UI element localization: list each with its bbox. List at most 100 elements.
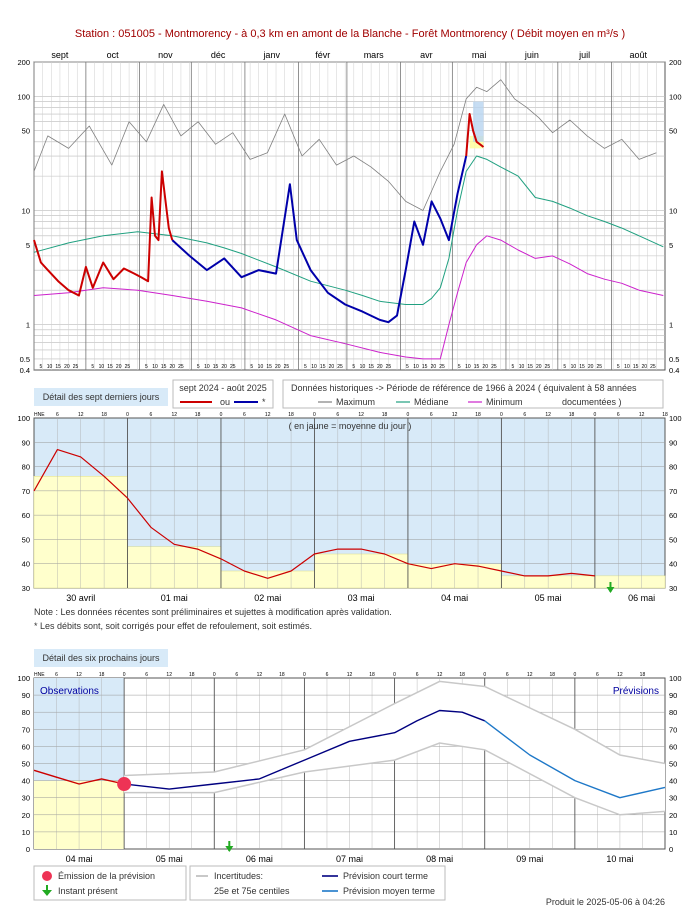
legend-maximum: Maximum bbox=[336, 397, 375, 407]
annual-day-tick-11-3: 20 bbox=[641, 364, 647, 370]
annual-series-5 bbox=[465, 113, 485, 157]
annual-month-label-9: juin bbox=[524, 50, 539, 60]
seven-hour-18: 18 bbox=[475, 412, 481, 418]
seven-hour-4: 6 bbox=[149, 412, 152, 418]
seven-hour-13: 12 bbox=[358, 412, 364, 418]
seven-hour-16: 6 bbox=[430, 412, 433, 418]
legend-medium-term: Prévision moyen terme bbox=[343, 886, 435, 896]
note-line-1: Note : Les données récentes sont prélimi… bbox=[34, 607, 392, 617]
annual-ytick-right-5: 1 bbox=[669, 321, 673, 330]
annual-day-tick-6-2: 15 bbox=[368, 364, 374, 370]
seven-ytick-right-2: 80 bbox=[669, 463, 677, 472]
legend-median: Médiane bbox=[414, 397, 449, 407]
annual-month-label-1: oct bbox=[107, 50, 120, 60]
annual-series-1 bbox=[33, 155, 664, 305]
six-hour-21: 12 bbox=[527, 672, 533, 678]
six-series-1 bbox=[124, 709, 485, 790]
seven-ytick-right-7: 30 bbox=[669, 584, 677, 593]
annual-blue-detail bbox=[473, 101, 484, 142]
seven-hour-17: 12 bbox=[452, 412, 458, 418]
six-ytick-left-7: 30 bbox=[22, 794, 30, 803]
six-ytick-right-4: 60 bbox=[669, 742, 677, 751]
six-hour-3: 0 bbox=[123, 672, 126, 678]
annual-day-tick-8-3: 20 bbox=[482, 364, 488, 370]
six-hour-18: 18 bbox=[459, 672, 465, 678]
legend-bottom-right: Incertitudes: 25e et 75e centiles Prévis… bbox=[189, 865, 446, 901]
annual-day-tick-2-2: 15 bbox=[161, 364, 167, 370]
seven-day-1: 01 mai bbox=[161, 593, 188, 603]
legend-bottom-left: Émission de la prévision Instant présent bbox=[33, 865, 187, 901]
six-ytick-left-0: 100 bbox=[17, 674, 30, 683]
legend-historical: Données historiques -> Période de référe… bbox=[282, 379, 664, 409]
legend-ou: ou bbox=[220, 397, 230, 407]
annual-day-tick-8-0: 5 bbox=[458, 364, 461, 370]
present-arrow-icon bbox=[42, 885, 52, 896]
six-ytick-left-4: 60 bbox=[22, 742, 30, 751]
annual-day-tick-9-0: 5 bbox=[511, 364, 514, 370]
annual-ytick-right-0: 200 bbox=[669, 58, 682, 67]
legend-current-header: sept 2024 - août 2025 bbox=[179, 383, 267, 393]
annual-series-2 bbox=[33, 235, 664, 360]
annual-day-tick-5-2: 15 bbox=[320, 364, 326, 370]
emission-marker bbox=[42, 871, 52, 881]
annual-day-tick-0-1: 10 bbox=[47, 364, 53, 370]
annual-series-4 bbox=[171, 155, 468, 324]
seven-hour-10: 18 bbox=[288, 412, 294, 418]
annual-day-tick-1-1: 10 bbox=[99, 364, 105, 370]
annual-day-tick-4-2: 15 bbox=[266, 364, 272, 370]
six-hour-23: 0 bbox=[573, 672, 576, 678]
annual-day-tick-11-1: 10 bbox=[624, 364, 630, 370]
annual-ytick-left-3: 10 bbox=[22, 206, 30, 215]
annual-day-tick-9-2: 15 bbox=[527, 364, 533, 370]
annual-month-label-0: sept bbox=[51, 50, 69, 60]
six-day-6: 10 mai bbox=[606, 854, 633, 864]
annual-day-tick-10-4: 25 bbox=[597, 364, 603, 370]
six-hour-16: 6 bbox=[416, 672, 419, 678]
annual-ytick-right-7: 0.4 bbox=[669, 366, 679, 375]
annual-day-tick-4-0: 5 bbox=[250, 364, 253, 370]
seven-hour-2: 18 bbox=[101, 412, 107, 418]
annual-ytick-left-1: 100 bbox=[17, 92, 30, 101]
seven-ytick-left-4: 60 bbox=[22, 511, 30, 520]
seven-ytick-right-1: 90 bbox=[669, 438, 677, 447]
seven-hour-15: 0 bbox=[407, 412, 410, 418]
annual-month-label-8: mai bbox=[472, 50, 487, 60]
six-days-button[interactable]: Détail des six prochains jours bbox=[34, 649, 168, 667]
six-hour-5: 12 bbox=[166, 672, 172, 678]
annual-month-label-5: févr bbox=[315, 50, 330, 60]
annual-day-tick-6-1: 10 bbox=[360, 364, 366, 370]
seven-ytick-left-2: 80 bbox=[22, 463, 30, 472]
six-day-5: 09 mai bbox=[516, 854, 543, 864]
six-ytick-left-2: 80 bbox=[22, 708, 30, 717]
annual-ytick-left-4: 5 bbox=[26, 241, 30, 250]
six-uncertainty-low bbox=[124, 742, 666, 816]
six-hour-24: 6 bbox=[596, 672, 599, 678]
six-ytick-right-1: 90 bbox=[669, 691, 677, 700]
seven-hour-6: 18 bbox=[195, 412, 201, 418]
legend-hist-header: Données historiques -> Période de référe… bbox=[291, 383, 637, 393]
legend-present: Instant présent bbox=[58, 886, 118, 896]
seven-ytick-left-7: 30 bbox=[22, 584, 30, 593]
six-days-chart: 6 12 18 0 6 12 18 0 6 12 18 0 6 12 18 0 6 12 18 0 6 12 18 0 6 12 1… bbox=[17, 672, 681, 864]
legend-emission: Émission de la prévision bbox=[58, 871, 155, 881]
six-ytick-left-9: 10 bbox=[22, 828, 30, 837]
seven-days-button-label: Détail des sept derniers jours bbox=[43, 392, 160, 402]
six-ytick-right-9: 10 bbox=[669, 828, 677, 837]
seven-day-4: 04 mai bbox=[441, 593, 468, 603]
six-ytick-left-5: 50 bbox=[22, 760, 30, 769]
six-present-arrow-head bbox=[225, 846, 234, 852]
six-hour-10: 18 bbox=[279, 672, 285, 678]
annual-day-tick-3-4: 25 bbox=[230, 364, 236, 370]
seven-hour-23: 0 bbox=[593, 412, 596, 418]
seven-ytick-right-3: 70 bbox=[669, 487, 677, 496]
annual-day-tick-9-4: 25 bbox=[545, 364, 551, 370]
legend-centiles: 25e et 75e centiles bbox=[214, 886, 290, 896]
seven-present-arrow-head bbox=[606, 587, 615, 593]
annual-day-tick-1-3: 20 bbox=[116, 364, 122, 370]
six-hour-14: 18 bbox=[369, 672, 375, 678]
legend-minimum: Minimum bbox=[486, 397, 523, 407]
seven-hour-1: 12 bbox=[78, 412, 84, 418]
seven-days-button[interactable]: Détail des sept derniers jours bbox=[34, 388, 168, 406]
